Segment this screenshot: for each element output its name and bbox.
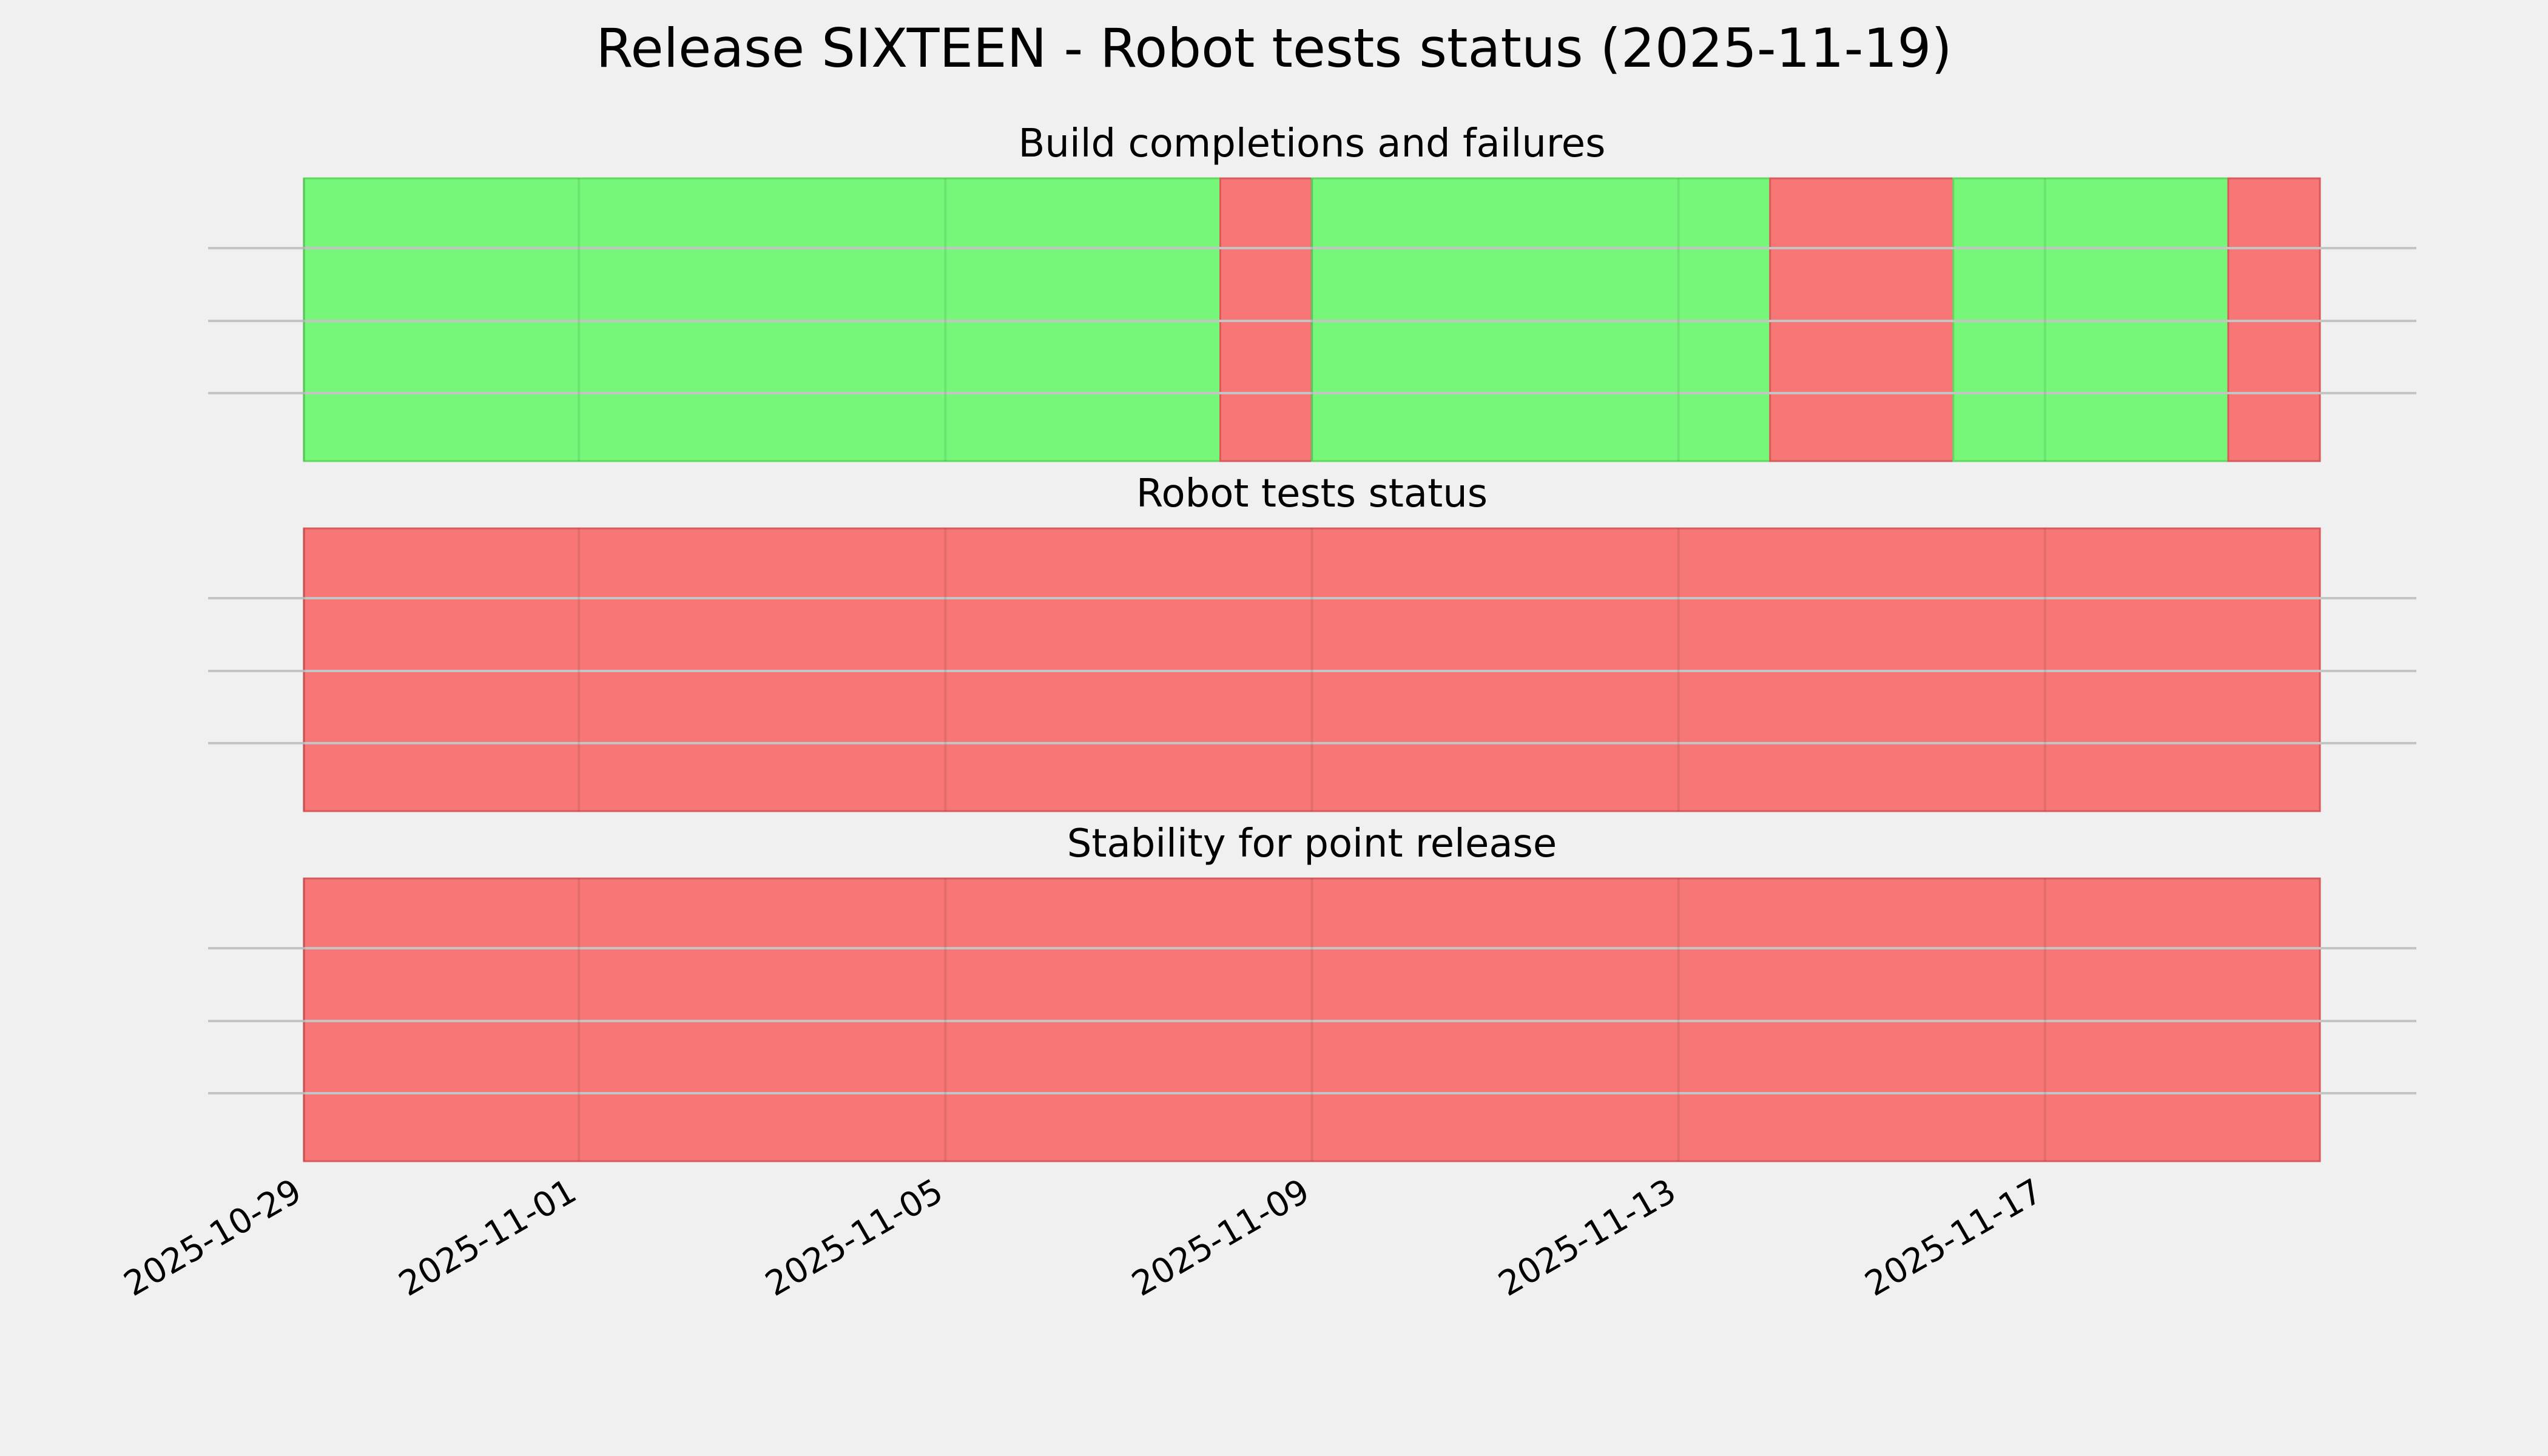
x-axis-ticks: 2025-10-29 2025-11-01 2025-11-05 2025-11-09… [118, 1171, 2049, 1304]
panel-title: Robot tests status [1136, 471, 1488, 516]
panel-1: Build completions and failures [208, 121, 2416, 462]
x-tick-label: 2025-11-17 [1859, 1171, 2049, 1304]
x-tick-label: 2025-10-29 [118, 1171, 308, 1304]
panel-2: Robot tests status [208, 471, 2416, 812]
panels: Build completions and failures Robot test… [208, 121, 2416, 1162]
x-tick-label: 2025-11-01 [393, 1171, 583, 1304]
x-tick-label: 2025-11-09 [1125, 1171, 1316, 1304]
chart-title: Release SIXTEEN - Robot tests status (20… [596, 17, 1952, 79]
panel-title: Stability for point release [1067, 821, 1557, 866]
panel-3: Stability for point release [208, 821, 2416, 1162]
x-tick-label: 2025-11-13 [1492, 1171, 1682, 1304]
x-tick-label: 2025-11-05 [759, 1171, 949, 1304]
panel-title: Build completions and failures [1019, 121, 1606, 166]
